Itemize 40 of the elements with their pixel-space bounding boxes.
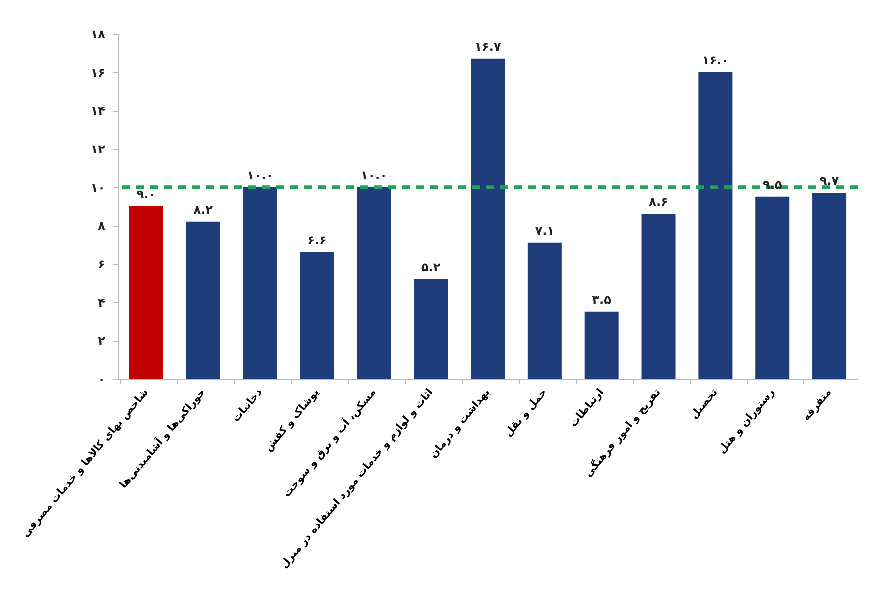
data-label: ۳.۵ — [592, 292, 612, 307]
data-label: ۱۶.۷ — [474, 40, 502, 54]
bar — [584, 312, 619, 379]
bar — [243, 187, 278, 379]
y-tick-label: ۱۰ — [90, 180, 106, 195]
bar — [528, 242, 562, 379]
y-tick-label: ۱۲ — [90, 142, 106, 156]
bar — [812, 193, 847, 379]
y-tick-label: ۴ — [98, 296, 106, 310]
x-tick-label: دخانیات — [230, 386, 266, 425]
bar — [300, 252, 334, 379]
data-label: ۷.۱ — [535, 224, 555, 238]
bar — [471, 58, 505, 379]
y-tick-label: ۱۴ — [90, 104, 106, 118]
data-label: ۱۰.۰ — [360, 168, 388, 182]
y-tick-label: ۱۶ — [90, 66, 106, 80]
data-label: ۹.۰ — [136, 188, 156, 202]
bar — [642, 214, 676, 379]
y-tick-label: ۶ — [98, 258, 106, 272]
data-label: ۸.۶ — [649, 195, 668, 210]
bar — [756, 196, 790, 379]
y-tick-label: ۰ — [98, 372, 106, 386]
x-tick-label: ارتباطات — [568, 386, 606, 430]
data-label: ۸.۲ — [194, 202, 214, 217]
data-label: ۱۶.۰ — [702, 53, 729, 68]
bar — [186, 222, 220, 379]
x-tick-label: متفرقه — [800, 386, 834, 424]
bar — [414, 279, 448, 379]
data-label: ۶.۶ — [308, 234, 327, 248]
x-tick-label: حمل و نقل — [502, 386, 550, 440]
y-tick-label: ۸ — [98, 219, 106, 234]
y-tick-label: ۱۸ — [90, 28, 106, 42]
data-label: ۵.۲ — [421, 260, 442, 274]
data-label: ۱۰.۰ — [247, 168, 274, 182]
y-tick-label: ۲ — [98, 334, 106, 348]
bar — [129, 206, 164, 379]
data-label: ۹.۷ — [820, 174, 840, 188]
bar — [698, 72, 733, 379]
data-label: ۹.۵ — [763, 178, 782, 192]
bar — [357, 187, 392, 379]
